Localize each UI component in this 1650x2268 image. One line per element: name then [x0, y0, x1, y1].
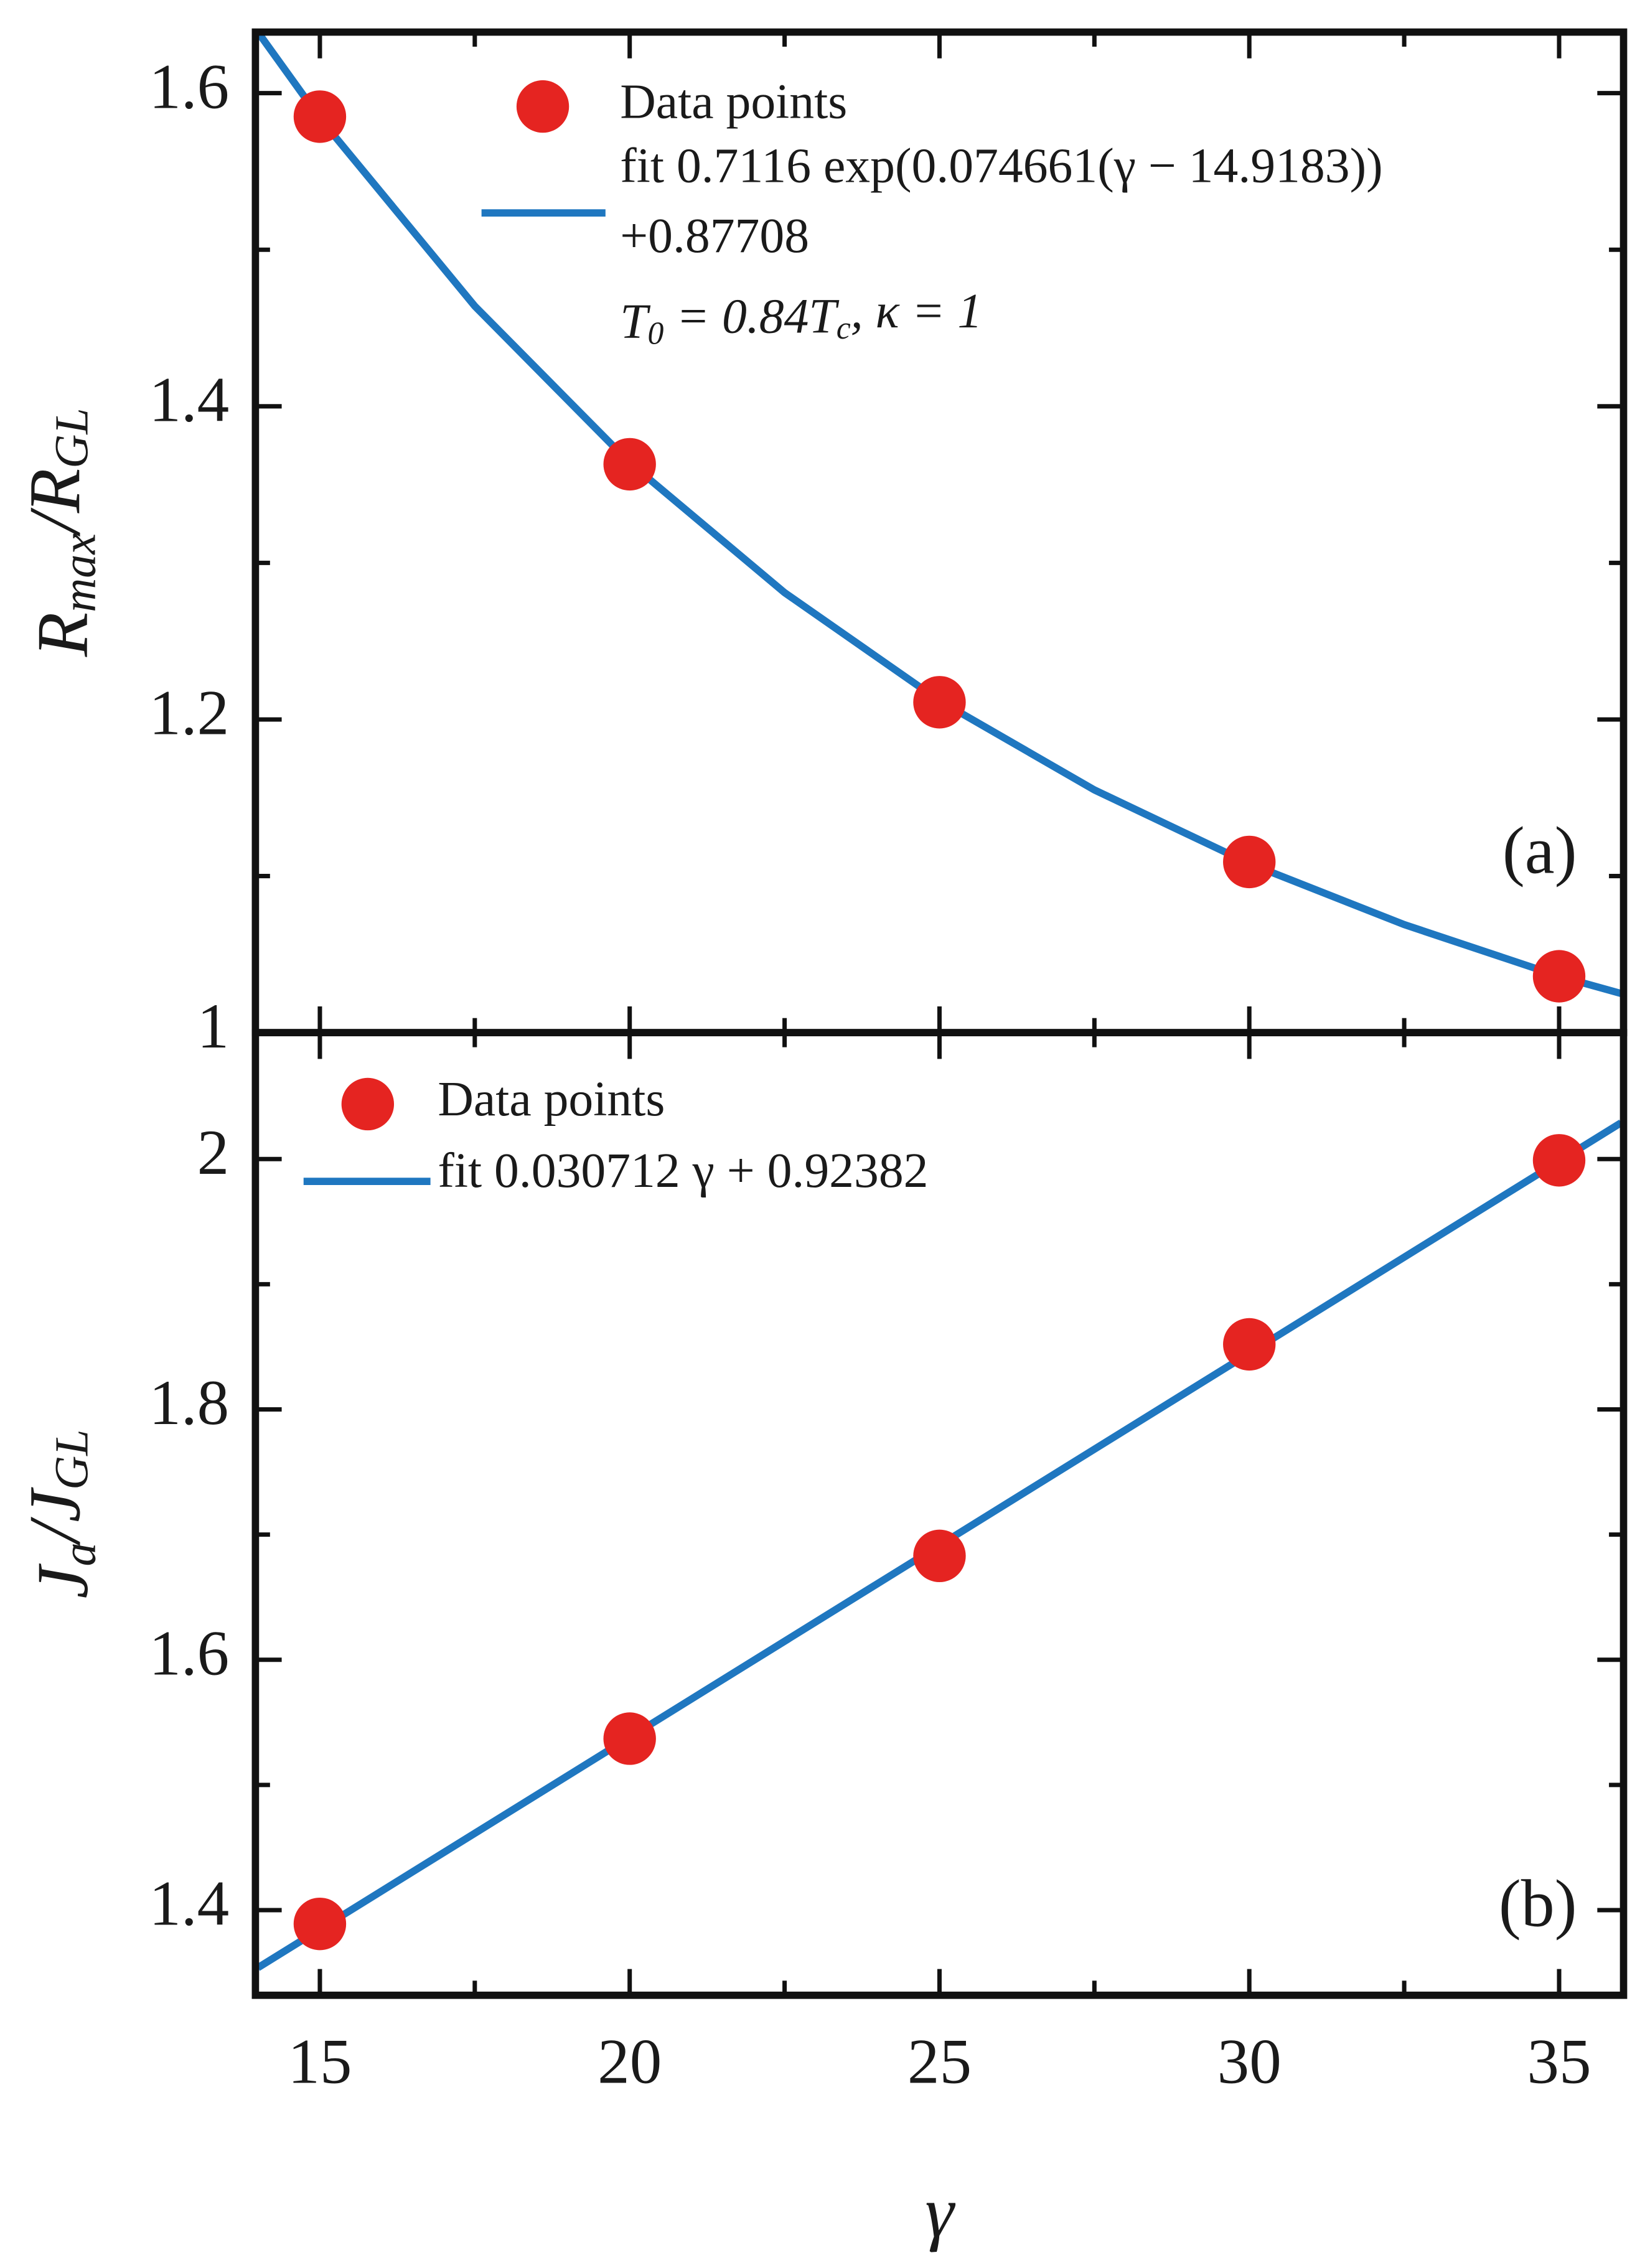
annotation: T0 = 0.84Tc, κ = 1: [620, 284, 982, 351]
annotation-part: c: [837, 311, 851, 346]
y-tick-label: 1: [197, 991, 230, 1062]
y-tick-label: 1.4: [149, 364, 229, 435]
y-tick-label: 1.4: [149, 1868, 229, 1939]
x-tick-label: 25: [907, 2027, 972, 2097]
y-axis-label-part: max: [54, 533, 106, 612]
y-axis-label-part: GL: [46, 1429, 98, 1489]
x-tick-label: 35: [1527, 2027, 1591, 2097]
legend-label: Data points: [620, 74, 847, 129]
annotation-part: T: [620, 294, 650, 349]
y-axis-label-part: /R: [15, 469, 95, 537]
annotation-part: , κ = 1: [851, 284, 982, 339]
plot-frame: [251, 1029, 1628, 1999]
data-point: [913, 676, 966, 729]
x-tick-label: 30: [1217, 2027, 1282, 2097]
legend-label: fit 0.7116 exp(0.074661(γ − 14.9183)): [620, 138, 1382, 193]
data-point: [913, 1529, 966, 1583]
y-tick-label: 2: [197, 1117, 230, 1188]
panel-label: (b): [1499, 1867, 1577, 1941]
data-point: [603, 1712, 656, 1765]
y-axis-label-part: /J: [15, 1487, 95, 1547]
data-point: [293, 1897, 347, 1951]
y-tick-label: 1.2: [149, 678, 229, 749]
x-tick-label: 20: [598, 2027, 662, 2097]
y-axis-label-part: J: [23, 1563, 103, 1598]
legend-label: Data points: [438, 1072, 665, 1127]
y-axis-label-part: R: [23, 612, 103, 658]
legend-label: +0.87708: [620, 209, 809, 263]
y-tick-label: 1.8: [149, 1367, 229, 1438]
data-point: [293, 90, 347, 143]
data-point: [1223, 1318, 1276, 1371]
x-tick-label: 15: [288, 2027, 352, 2097]
y-axis-label: Rmax/RGL: [15, 408, 106, 657]
y-tick-label: 1.6: [149, 51, 229, 122]
panel-label: (a): [1502, 814, 1577, 888]
data-point: [1532, 1134, 1586, 1187]
y-tick-label: 1.6: [149, 1618, 229, 1689]
y-axis-label: Ja/JGL: [15, 1429, 106, 1598]
annotation-part: = 0.84T: [663, 289, 839, 344]
annotation-part: 0: [648, 316, 664, 351]
y-axis-label-part: a: [54, 1542, 106, 1566]
x-axis-label: γ: [925, 2173, 955, 2253]
data-point: [1532, 950, 1586, 1003]
legend-marker: [516, 80, 570, 133]
y-axis-label-part: GL: [46, 408, 98, 468]
data-point: [603, 438, 656, 491]
legend-marker: [341, 1077, 395, 1131]
legend-label: fit 0.030712 γ + 0.92382: [438, 1143, 928, 1198]
data-point: [1223, 835, 1276, 889]
